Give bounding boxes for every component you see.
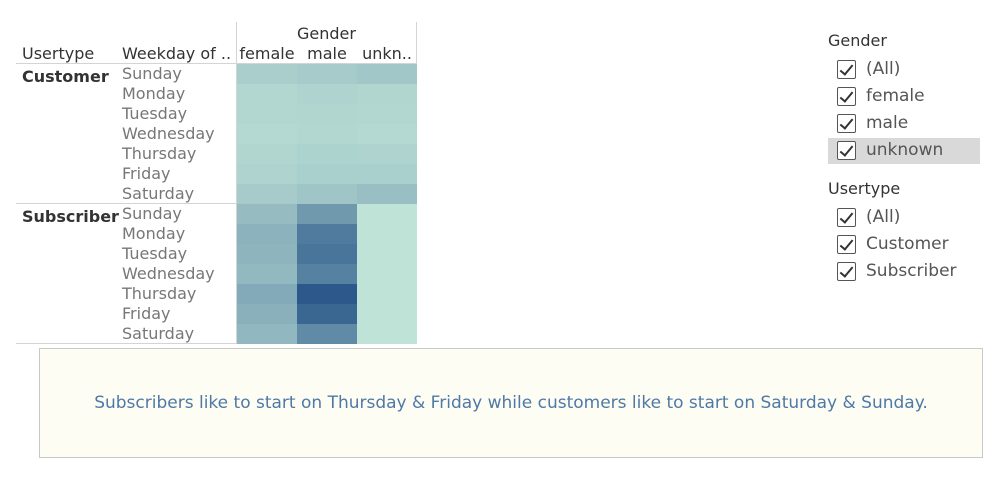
gender-filter-item-female[interactable]: female (828, 84, 980, 110)
column-header-male: male (307, 44, 347, 63)
heatmap-cell[interactable] (237, 264, 297, 284)
grid-line (16, 203, 417, 204)
weekday-label: Saturday (122, 184, 195, 203)
heatmap-cell[interactable] (297, 264, 357, 284)
heatmap-cell[interactable] (237, 224, 297, 244)
weekday-label: Tuesday (122, 104, 188, 123)
heatmap-cell[interactable] (357, 264, 417, 284)
usertype-label-subscriber: Subscriber (22, 207, 119, 226)
heatmap-cell[interactable] (357, 84, 417, 104)
heatmap-cell[interactable] (297, 304, 357, 324)
weekday-label: Monday (122, 84, 186, 103)
heatmap-cell[interactable] (237, 104, 297, 124)
checkbox-checked-icon[interactable] (837, 87, 856, 106)
checkbox-checked-icon[interactable] (837, 114, 856, 133)
heatmap-cell[interactable] (237, 284, 297, 304)
checkbox-checked-icon[interactable] (837, 60, 856, 79)
heatmap-cell[interactable] (297, 224, 357, 244)
heatmap-cell[interactable] (237, 164, 297, 184)
filter-item-label: (All) (866, 59, 901, 79)
heatmap-cell[interactable] (357, 284, 417, 304)
heatmap-cell[interactable] (237, 64, 297, 84)
heatmap-cell[interactable] (237, 184, 297, 204)
heatmap-cell[interactable] (297, 124, 357, 144)
caption-box: Subscribers like to start on Thursday & … (39, 348, 983, 458)
weekday-label: Monday (122, 224, 186, 243)
checkbox-checked-icon[interactable] (837, 208, 856, 227)
weekday-label: Saturday (122, 324, 195, 343)
weekday-label: Tuesday (122, 244, 188, 263)
heatmap-cell[interactable] (357, 324, 417, 344)
gender-filter-item-all[interactable]: (All) (828, 57, 980, 83)
heatmap-cell[interactable] (357, 224, 417, 244)
filter-item-label: Subscriber (866, 261, 957, 281)
usertype-label-customer: Customer (22, 67, 109, 86)
heatmap-cell[interactable] (297, 184, 357, 204)
usertype-filter-item-customer[interactable]: Customer (828, 232, 980, 258)
heatmap-cell[interactable] (357, 304, 417, 324)
heatmap-cell[interactable] (297, 64, 357, 84)
heatmap-cell[interactable] (357, 184, 417, 204)
gender-filter-title: Gender (828, 31, 887, 50)
grid-line (16, 63, 417, 64)
filter-item-label: female (866, 86, 925, 106)
grid-line (236, 22, 237, 344)
usertype-filter-item-all[interactable]: (All) (828, 205, 980, 231)
heatmap-cell[interactable] (237, 304, 297, 324)
usertype-filter-item-subscriber[interactable]: Subscriber (828, 259, 980, 285)
heatmap-cell[interactable] (297, 204, 357, 224)
weekday-label: Friday (122, 164, 171, 183)
heatmap-cell[interactable] (237, 324, 297, 344)
heatmap-cell[interactable] (237, 244, 297, 264)
heatmap-cell[interactable] (357, 104, 417, 124)
weekday-label: Sunday (122, 64, 182, 83)
heatmap-cell[interactable] (357, 244, 417, 264)
heatmap-cell[interactable] (297, 104, 357, 124)
column-header-female: female (239, 44, 295, 63)
gender-filter-item-male[interactable]: male (828, 111, 980, 137)
heatmap-cell[interactable] (357, 124, 417, 144)
heatmap-cell[interactable] (357, 144, 417, 164)
heatmap (237, 64, 417, 344)
heatmap-cell[interactable] (297, 244, 357, 264)
usertype-filter-title: Usertype (828, 179, 901, 198)
heatmap-cell[interactable] (237, 84, 297, 104)
weekday-label: Thursday (122, 284, 197, 303)
filter-item-label: unknown (866, 140, 944, 160)
weekday-label: Wednesday (122, 124, 215, 143)
heatmap-cell[interactable] (297, 84, 357, 104)
checkbox-checked-icon[interactable] (837, 235, 856, 254)
row-header-usertype: Usertype (22, 44, 95, 63)
heatmap-cell[interactable] (357, 64, 417, 84)
weekday-label: Sunday (122, 204, 182, 223)
checkbox-checked-icon[interactable] (837, 262, 856, 281)
heatmap-cell[interactable] (357, 164, 417, 184)
filter-item-label: (All) (866, 207, 901, 227)
heatmap-cell[interactable] (297, 324, 357, 344)
column-header-unknown: unkn.. (362, 44, 412, 63)
grid-line (16, 343, 417, 344)
checkbox-checked-icon[interactable] (837, 141, 856, 160)
heatmap-cell[interactable] (297, 144, 357, 164)
weekday-label: Wednesday (122, 264, 215, 283)
gender-filter-item-unknown[interactable]: unknown (828, 138, 980, 164)
heatmap-cell[interactable] (237, 144, 297, 164)
weekday-label: Friday (122, 304, 171, 323)
caption-text: Subscribers like to start on Thursday & … (94, 393, 928, 413)
heatmap-cell[interactable] (297, 164, 357, 184)
heatmap-cell[interactable] (237, 124, 297, 144)
filter-item-label: male (866, 113, 909, 133)
heatmap-cell[interactable] (297, 284, 357, 304)
row-header-weekday: Weekday of .. (122, 44, 232, 63)
weekday-label: Thursday (122, 144, 197, 163)
heatmap-cell[interactable] (237, 204, 297, 224)
column-group-title: Gender (297, 24, 356, 43)
filter-item-label: Customer (866, 234, 949, 254)
heatmap-cell[interactable] (357, 204, 417, 224)
